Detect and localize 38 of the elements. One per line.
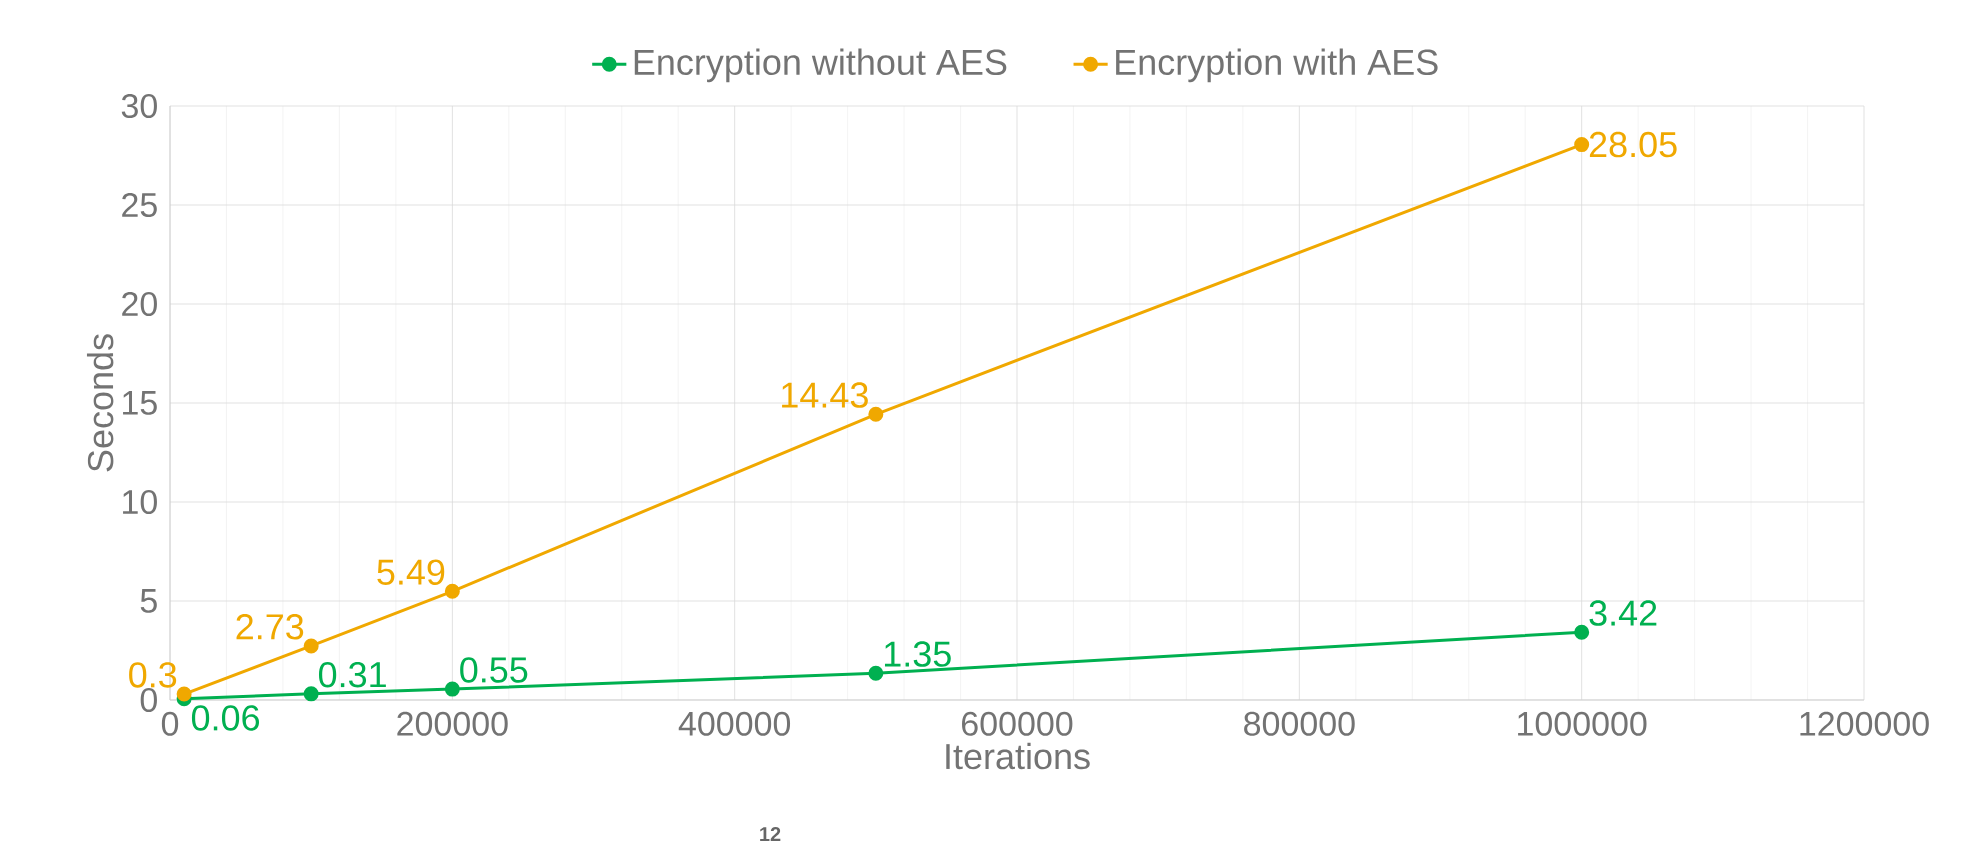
point	[176, 686, 192, 702]
y-tick-label: 5	[140, 589, 157, 613]
data-label: 3.42	[1589, 600, 1657, 626]
y-axis-title: Seconds	[86, 334, 114, 472]
data-label: 14.43	[782, 382, 868, 408]
point	[868, 406, 884, 422]
x-tick-label: 1000000	[1518, 711, 1647, 736]
x-tick-label: 1200000	[1800, 711, 1929, 736]
y-tick-label: 0	[140, 687, 157, 713]
data-label: 0.3	[129, 662, 177, 688]
x-tick-label: 600000	[962, 711, 1073, 736]
x-tick-label: 800000	[1244, 711, 1355, 736]
y-tick-label: 10	[123, 489, 157, 515]
data-label: 5.49	[377, 559, 445, 585]
point	[303, 686, 319, 702]
data-label: 28.05	[1589, 131, 1677, 158]
y-tick-label: 20	[122, 291, 157, 317]
data-label: 1.35	[884, 641, 951, 667]
point	[444, 583, 460, 599]
data-label: 2.73	[236, 614, 304, 640]
point	[1574, 624, 1590, 640]
x-tick-label: 400000	[678, 711, 791, 736]
x-tick-label: 200000	[397, 711, 508, 736]
text: 12	[760, 827, 781, 841]
data-label: 0.55	[460, 657, 528, 683]
y-tick-label: 30	[121, 93, 157, 119]
point	[1574, 137, 1590, 153]
y-tick-label: 25	[122, 192, 157, 218]
point	[868, 665, 884, 681]
x-tick-label: 0	[161, 711, 179, 736]
data-label: 0.31	[318, 661, 386, 688]
data-label: 0.06	[191, 705, 260, 731]
point	[444, 681, 460, 697]
legend-label: Encryption with AES	[1116, 48, 1438, 83]
point	[303, 638, 319, 654]
legend-label: Encryption without AES	[634, 48, 1007, 83]
x-axis-title: Iterations	[946, 742, 1090, 770]
y-tick-label: 15	[123, 391, 157, 415]
